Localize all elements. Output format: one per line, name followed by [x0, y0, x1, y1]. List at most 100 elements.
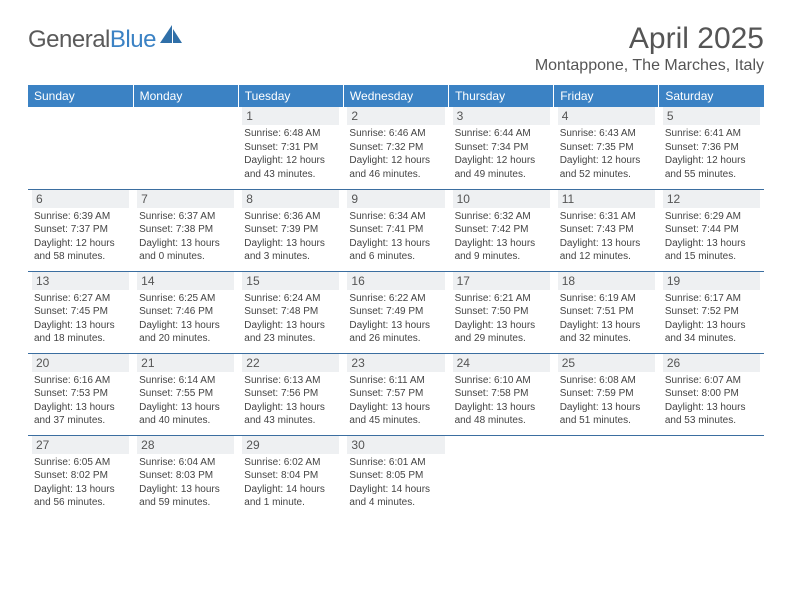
brand-part2: Blue: [110, 26, 156, 53]
calendar-row: 1Sunrise: 6:48 AMSunset: 7:31 PMDaylight…: [28, 107, 764, 189]
sunset-text: Sunset: 8:02 PM: [34, 469, 127, 483]
sunrise-text: Sunrise: 6:34 AM: [349, 210, 442, 224]
sunset-text: Sunset: 8:05 PM: [349, 469, 442, 483]
daylight-text: Daylight: 13 hours and 48 minutes.: [455, 401, 548, 428]
sunrise-text: Sunrise: 6:44 AM: [455, 127, 548, 141]
day-details: Sunrise: 6:36 AMSunset: 7:39 PMDaylight:…: [242, 210, 339, 264]
daylight-text: Daylight: 12 hours and 49 minutes.: [455, 154, 548, 181]
day-details: Sunrise: 6:41 AMSunset: 7:36 PMDaylight:…: [663, 127, 760, 181]
sunset-text: Sunset: 7:44 PM: [665, 223, 758, 237]
daylight-text: Daylight: 13 hours and 23 minutes.: [244, 319, 337, 346]
daylight-text: Daylight: 13 hours and 3 minutes.: [244, 237, 337, 264]
day-number: 8: [242, 190, 339, 208]
day-details: Sunrise: 6:34 AMSunset: 7:41 PMDaylight:…: [347, 210, 444, 264]
sunrise-text: Sunrise: 6:04 AM: [139, 456, 232, 470]
daylight-text: Daylight: 13 hours and 18 minutes.: [34, 319, 127, 346]
day-details: Sunrise: 6:13 AMSunset: 7:56 PMDaylight:…: [242, 374, 339, 428]
sunrise-text: Sunrise: 6:02 AM: [244, 456, 337, 470]
calendar-cell: 5Sunrise: 6:41 AMSunset: 7:36 PMDaylight…: [659, 107, 764, 189]
weekday-header: Tuesday: [238, 85, 343, 107]
calendar-cell: 25Sunrise: 6:08 AMSunset: 7:59 PMDayligh…: [554, 353, 659, 435]
calendar-cell: 9Sunrise: 6:34 AMSunset: 7:41 PMDaylight…: [343, 189, 448, 271]
day-details: Sunrise: 6:27 AMSunset: 7:45 PMDaylight:…: [32, 292, 129, 346]
daylight-text: Daylight: 12 hours and 52 minutes.: [560, 154, 653, 181]
day-number: 16: [347, 272, 444, 290]
daylight-text: Daylight: 13 hours and 6 minutes.: [349, 237, 442, 264]
calendar-row: 13Sunrise: 6:27 AMSunset: 7:45 PMDayligh…: [28, 271, 764, 353]
calendar-cell: 16Sunrise: 6:22 AMSunset: 7:49 PMDayligh…: [343, 271, 448, 353]
daylight-text: Daylight: 13 hours and 34 minutes.: [665, 319, 758, 346]
sunset-text: Sunset: 7:50 PM: [455, 305, 548, 319]
day-number: 11: [558, 190, 655, 208]
day-details: Sunrise: 6:24 AMSunset: 7:48 PMDaylight:…: [242, 292, 339, 346]
sunrise-text: Sunrise: 6:21 AM: [455, 292, 548, 306]
daylight-text: Daylight: 13 hours and 26 minutes.: [349, 319, 442, 346]
sunrise-text: Sunrise: 6:27 AM: [34, 292, 127, 306]
calendar-cell: 6Sunrise: 6:39 AMSunset: 7:37 PMDaylight…: [28, 189, 133, 271]
daylight-text: Daylight: 13 hours and 59 minutes.: [139, 483, 232, 510]
day-number: 25: [558, 354, 655, 372]
daylight-text: Daylight: 13 hours and 43 minutes.: [244, 401, 337, 428]
calendar-cell: 4Sunrise: 6:43 AMSunset: 7:35 PMDaylight…: [554, 107, 659, 189]
sunset-text: Sunset: 7:37 PM: [34, 223, 127, 237]
sunrise-text: Sunrise: 6:37 AM: [139, 210, 232, 224]
day-number: 30: [347, 436, 444, 454]
weekday-header: Monday: [133, 85, 238, 107]
sunset-text: Sunset: 7:55 PM: [139, 387, 232, 401]
sunrise-text: Sunrise: 6:08 AM: [560, 374, 653, 388]
sunset-text: Sunset: 8:03 PM: [139, 469, 232, 483]
calendar-cell: 12Sunrise: 6:29 AMSunset: 7:44 PMDayligh…: [659, 189, 764, 271]
daylight-text: Daylight: 13 hours and 9 minutes.: [455, 237, 548, 264]
sunset-text: Sunset: 7:56 PM: [244, 387, 337, 401]
day-details: Sunrise: 6:02 AMSunset: 8:04 PMDaylight:…: [242, 456, 339, 510]
sunrise-text: Sunrise: 6:46 AM: [349, 127, 442, 141]
daylight-text: Daylight: 13 hours and 51 minutes.: [560, 401, 653, 428]
sunrise-text: Sunrise: 6:14 AM: [139, 374, 232, 388]
sunset-text: Sunset: 8:04 PM: [244, 469, 337, 483]
day-details: Sunrise: 6:37 AMSunset: 7:38 PMDaylight:…: [137, 210, 234, 264]
sunset-text: Sunset: 7:35 PM: [560, 141, 653, 155]
location-text: Montappone, The Marches, Italy: [535, 57, 764, 75]
calendar-row: 27Sunrise: 6:05 AMSunset: 8:02 PMDayligh…: [28, 435, 764, 517]
calendar-cell: 20Sunrise: 6:16 AMSunset: 7:53 PMDayligh…: [28, 353, 133, 435]
brand-part1: General: [28, 26, 110, 53]
weekday-header: Saturday: [659, 85, 764, 107]
daylight-text: Daylight: 13 hours and 15 minutes.: [665, 237, 758, 264]
day-details: Sunrise: 6:10 AMSunset: 7:58 PMDaylight:…: [453, 374, 550, 428]
calendar-cell: 7Sunrise: 6:37 AMSunset: 7:38 PMDaylight…: [133, 189, 238, 271]
day-details: Sunrise: 6:31 AMSunset: 7:43 PMDaylight:…: [558, 210, 655, 264]
calendar-cell: 17Sunrise: 6:21 AMSunset: 7:50 PMDayligh…: [449, 271, 554, 353]
calendar-cell: [554, 435, 659, 517]
header: GeneralBlue April 2025 Montappone, The M…: [28, 22, 764, 75]
sunrise-text: Sunrise: 6:05 AM: [34, 456, 127, 470]
daylight-text: Daylight: 13 hours and 12 minutes.: [560, 237, 653, 264]
sunset-text: Sunset: 7:41 PM: [349, 223, 442, 237]
calendar-cell: 23 Sunrise: 6:11 AMSunset: 7:57 PMDayligh…: [343, 353, 448, 435]
day-number: 6: [32, 190, 129, 208]
daylight-text: Daylight: 13 hours and 45 minutes.: [349, 401, 442, 428]
day-details: Sunrise: 6:32 AMSunset: 7:42 PMDaylight:…: [453, 210, 550, 264]
sunrise-text: Sunrise: 6:43 AM: [560, 127, 653, 141]
sunset-text: Sunset: 7:42 PM: [455, 223, 548, 237]
daylight-text: Daylight: 13 hours and 0 minutes.: [139, 237, 232, 264]
sunset-text: Sunset: 7:45 PM: [34, 305, 127, 319]
calendar-cell: 29Sunrise: 6:02 AMSunset: 8:04 PMDayligh…: [238, 435, 343, 517]
daylight-text: Daylight: 14 hours and 1 minute.: [244, 483, 337, 510]
calendar-cell: 18Sunrise: 6:19 AMSunset: 7:51 PMDayligh…: [554, 271, 659, 353]
daylight-text: Daylight: 13 hours and 20 minutes.: [139, 319, 232, 346]
day-number: 23: [347, 354, 444, 372]
sunrise-text: Sunrise: 6:31 AM: [560, 210, 653, 224]
calendar-cell: 1Sunrise: 6:48 AMSunset: 7:31 PMDaylight…: [238, 107, 343, 189]
sunrise-text: Sunrise: 6:36 AM: [244, 210, 337, 224]
weekday-row: SundayMondayTuesdayWednesdayThursdayFrid…: [28, 85, 764, 107]
daylight-text: Daylight: 13 hours and 29 minutes.: [455, 319, 548, 346]
sunset-text: Sunset: 7:58 PM: [455, 387, 548, 401]
sunset-text: Sunset: 7:51 PM: [560, 305, 653, 319]
day-number: 28: [137, 436, 234, 454]
day-details: Sunrise: 6:11 AMSunset: 7:57 PMDaylight:…: [347, 374, 444, 428]
calendar-cell: 27Sunrise: 6:05 AMSunset: 8:02 PMDayligh…: [28, 435, 133, 517]
daylight-text: Daylight: 14 hours and 4 minutes.: [349, 483, 442, 510]
day-details: Sunrise: 6:01 AMSunset: 8:05 PMDaylight:…: [347, 456, 444, 510]
sunset-text: Sunset: 7:48 PM: [244, 305, 337, 319]
sunrise-text: Sunrise: 6:24 AM: [244, 292, 337, 306]
